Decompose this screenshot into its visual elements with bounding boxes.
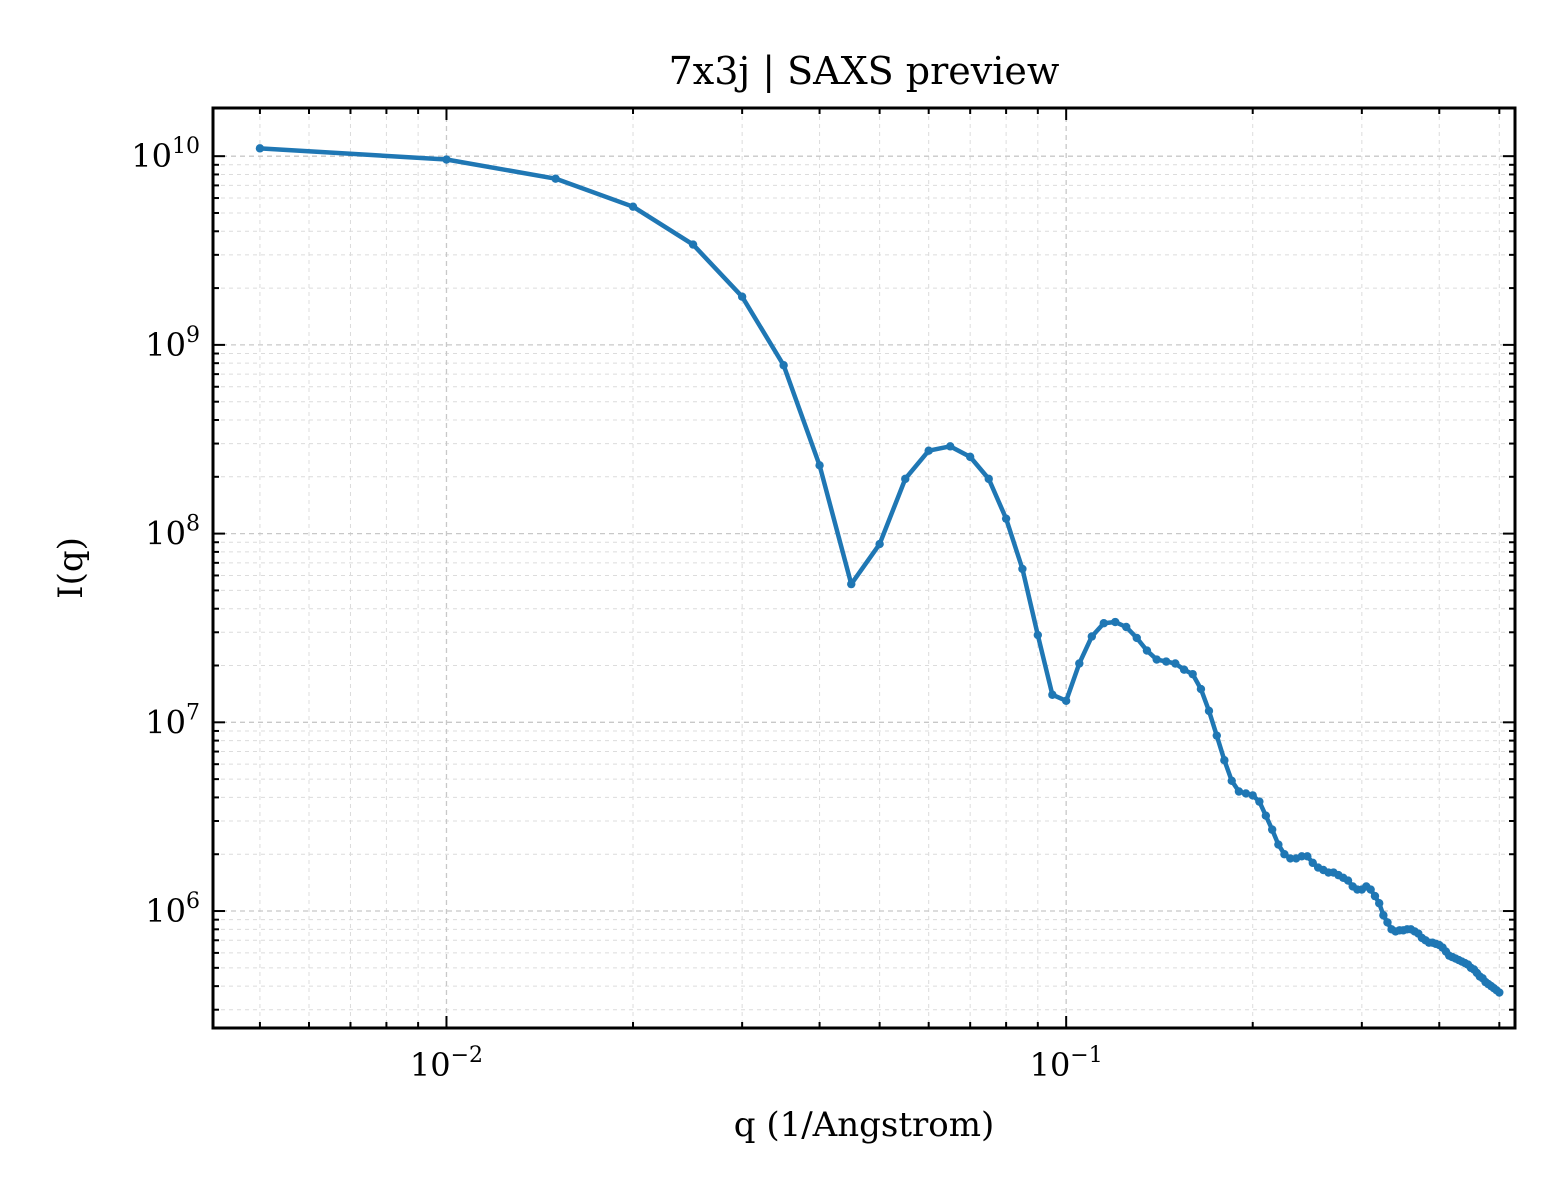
data-point <box>815 461 824 470</box>
data-point <box>1495 988 1504 997</box>
data-point <box>1248 791 1257 800</box>
data-point <box>1383 918 1392 927</box>
data-point <box>984 474 993 484</box>
minor-grid <box>213 108 1515 1028</box>
y-tick-label: 109 <box>145 323 200 364</box>
data-point <box>1132 633 1141 643</box>
data-point <box>551 174 560 183</box>
data-point <box>946 442 955 451</box>
data-point <box>1255 797 1264 806</box>
data-point <box>628 202 638 211</box>
data-point <box>779 361 788 370</box>
data-point <box>442 155 451 164</box>
data-point <box>1234 787 1244 796</box>
major-grid <box>213 108 1515 1028</box>
plot-frame <box>211 106 1517 1030</box>
data-point <box>1204 706 1214 716</box>
x-tick-label: 10−1 <box>1030 1043 1103 1084</box>
data-point <box>847 579 856 589</box>
series-layer <box>255 144 1504 997</box>
data-point <box>965 452 975 462</box>
data-point <box>1061 696 1071 706</box>
data-point <box>1227 776 1236 785</box>
data-point <box>901 474 910 484</box>
tick-labels: 10−2 10−1 1010 109 108 107 106 <box>131 134 1102 1084</box>
data-point <box>1152 655 1161 664</box>
data-point <box>1261 811 1271 820</box>
data-point <box>1111 617 1120 627</box>
data-point <box>1379 911 1388 920</box>
data-point <box>924 446 933 455</box>
data-point <box>1075 659 1084 668</box>
data-point <box>1033 630 1043 640</box>
data-point <box>1286 854 1295 863</box>
data-point <box>875 539 884 549</box>
data-point <box>688 240 698 249</box>
data-point <box>1303 852 1312 861</box>
x-tick-label: 10−2 <box>410 1043 483 1084</box>
data-point <box>737 292 747 301</box>
data-point <box>1196 684 1206 694</box>
data-point <box>255 144 265 153</box>
data-point <box>1142 646 1152 655</box>
data-point <box>1212 731 1221 740</box>
data-point <box>1179 665 1189 674</box>
y-axis-label: I(q) <box>51 537 91 599</box>
data-point <box>1241 789 1251 798</box>
data-point <box>1220 755 1229 765</box>
data-point <box>1370 891 1380 901</box>
data-point <box>1280 850 1289 859</box>
data-point <box>1274 840 1283 849</box>
data-point <box>1375 899 1384 908</box>
y-tick-label: 1010 <box>131 134 200 175</box>
tick-marks <box>213 108 1515 1028</box>
chart-title: 7x3j | SAXS preview <box>669 49 1060 93</box>
data-point <box>1087 632 1097 641</box>
data-point <box>1122 622 1131 632</box>
data-point <box>1099 619 1108 628</box>
data-point <box>1171 659 1180 668</box>
data-point <box>1161 657 1171 666</box>
data-point <box>1048 690 1057 699</box>
y-tick-label: 107 <box>145 700 200 741</box>
data-point <box>1366 885 1375 894</box>
data-point <box>1018 564 1027 574</box>
y-tick-label: 108 <box>145 512 200 553</box>
y-tick-label: 106 <box>145 889 200 930</box>
data-point <box>1188 669 1197 679</box>
data-point <box>1267 825 1277 834</box>
x-axis-label: q (1/Angstrom) <box>734 1105 994 1145</box>
data-point <box>1001 514 1011 523</box>
data-point <box>1343 876 1353 885</box>
